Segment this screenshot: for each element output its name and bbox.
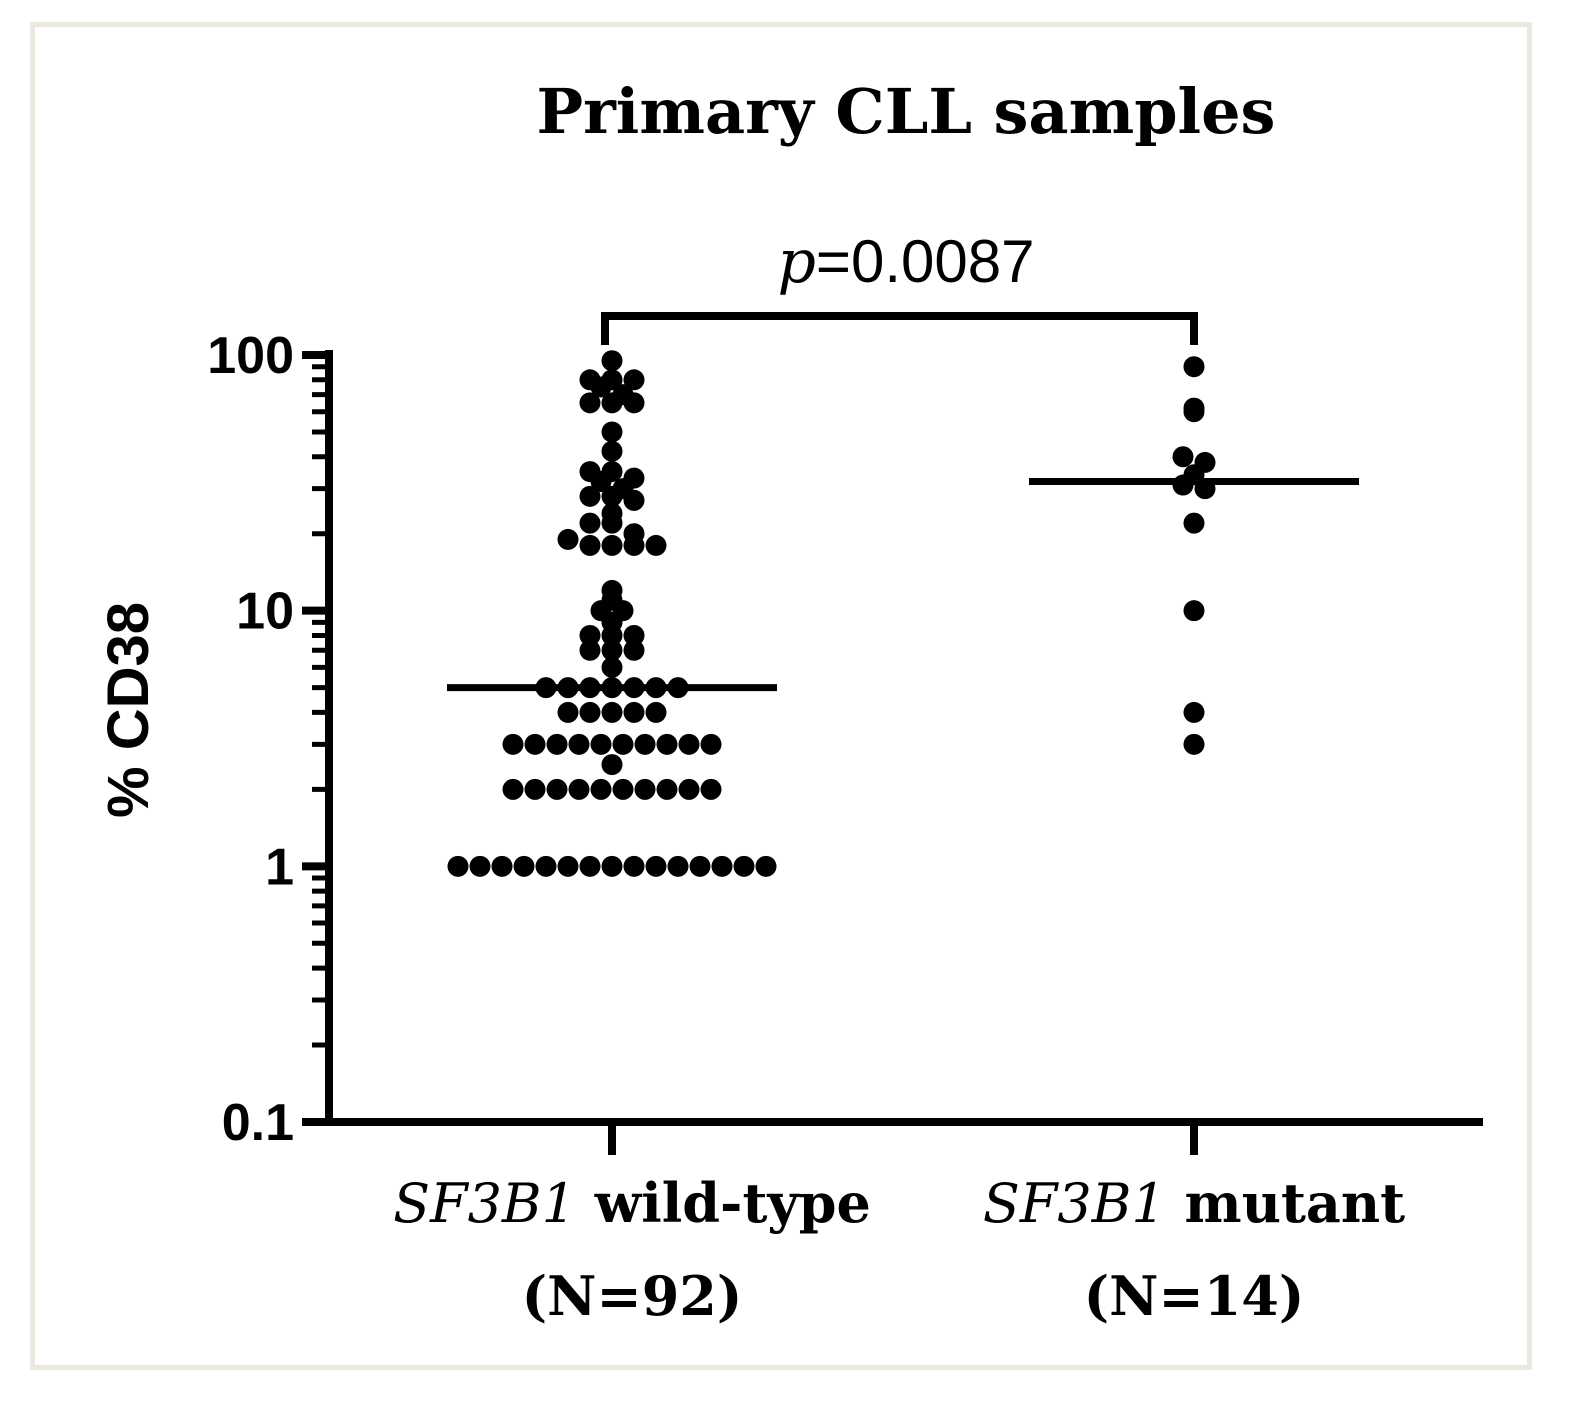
data-point <box>579 624 601 646</box>
data-point <box>590 778 612 800</box>
data-point <box>678 778 700 800</box>
data-point <box>557 855 579 877</box>
data-point <box>579 512 601 534</box>
data-point <box>1183 600 1205 622</box>
data-point <box>1183 397 1205 419</box>
data-point <box>568 733 590 755</box>
data-point <box>579 392 601 414</box>
x-label-wildtype: SF3B1 wild-type <box>393 1171 871 1235</box>
data-point <box>546 778 568 800</box>
data-point <box>579 485 601 507</box>
data-point <box>590 733 612 755</box>
x-label-mutant-status: mutant <box>1166 1171 1405 1235</box>
data-point <box>469 855 491 877</box>
data-point <box>579 639 601 661</box>
data-point <box>579 855 601 877</box>
data-point <box>700 778 722 800</box>
data-point <box>711 855 733 877</box>
data-point <box>1183 733 1205 755</box>
x-label-mutant-gene: SF3B1 <box>983 1172 1166 1235</box>
data-point <box>656 778 678 800</box>
x-label-wildtype-gene: SF3B1 <box>393 1172 576 1235</box>
data-point <box>623 369 645 391</box>
data-point <box>601 502 623 524</box>
data-point <box>601 754 623 776</box>
data-point <box>568 778 590 800</box>
figure-frame <box>30 22 1532 1370</box>
data-point <box>623 467 645 489</box>
data-point <box>502 778 524 800</box>
data-point <box>667 855 689 877</box>
median-lines <box>447 478 1359 692</box>
data-point <box>601 369 623 391</box>
data-point <box>700 733 722 755</box>
data-point <box>579 369 601 391</box>
data-point <box>601 579 623 601</box>
data-point <box>579 534 601 556</box>
data-point <box>579 701 601 723</box>
data-point <box>623 639 645 661</box>
data-point <box>689 855 711 877</box>
data-point <box>491 855 513 877</box>
data-point <box>601 639 623 661</box>
data-point <box>634 778 656 800</box>
data-point <box>678 733 700 755</box>
data-point <box>502 733 524 755</box>
data-point <box>579 461 601 483</box>
data-point <box>524 733 546 755</box>
data-point <box>612 733 634 755</box>
x-label-wildtype-n: (N=92) <box>522 1264 743 1328</box>
p-value-label: p=0.0087 <box>778 227 1035 297</box>
data-point <box>513 855 535 877</box>
y-axis-label: % CD38 <box>96 602 161 818</box>
y-tick-label: 10 <box>236 583 294 641</box>
data-point <box>601 855 623 877</box>
data-point <box>601 440 623 462</box>
data-point <box>601 656 623 678</box>
data-point <box>623 523 645 545</box>
significance-bracket <box>601 312 1198 345</box>
data-point <box>601 421 623 443</box>
data-point <box>557 701 579 723</box>
data-point <box>1183 512 1205 534</box>
y-axis-ticks: 0.1 1 10 100 <box>207 327 329 1152</box>
data-point <box>447 855 469 877</box>
data-point <box>645 855 667 877</box>
y-tick-label: 100 <box>207 327 294 385</box>
data-point <box>634 733 656 755</box>
p-value: =0.0087 <box>816 228 1035 295</box>
data-point <box>1194 451 1216 473</box>
data-point <box>612 384 634 406</box>
data-points <box>447 350 1216 877</box>
data-point <box>733 855 755 877</box>
data-point <box>1183 701 1205 723</box>
data-point <box>601 461 623 483</box>
p-symbol: p <box>778 227 816 297</box>
y-tick-label: 0.1 <box>222 1094 294 1152</box>
y-tick-label: 1 <box>265 838 294 896</box>
data-point <box>546 733 568 755</box>
data-point <box>535 855 557 877</box>
x-label-wildtype-status: wild-type <box>576 1171 871 1235</box>
data-point <box>612 778 634 800</box>
data-point <box>601 701 623 723</box>
data-point <box>623 701 645 723</box>
x-label-mutant: SF3B1 mutant <box>983 1171 1405 1235</box>
data-point <box>755 855 777 877</box>
chart-title: Primary CLL samples <box>537 75 1276 148</box>
data-point <box>601 534 623 556</box>
data-point <box>645 534 667 556</box>
data-point <box>623 855 645 877</box>
data-point <box>601 350 623 372</box>
data-point <box>656 733 678 755</box>
data-point <box>557 528 579 550</box>
data-point <box>1172 446 1194 468</box>
data-point <box>1183 356 1205 378</box>
data-point <box>623 624 645 646</box>
data-point <box>645 701 667 723</box>
data-point <box>524 778 546 800</box>
x-label-mutant-n: (N=14) <box>1084 1264 1305 1328</box>
